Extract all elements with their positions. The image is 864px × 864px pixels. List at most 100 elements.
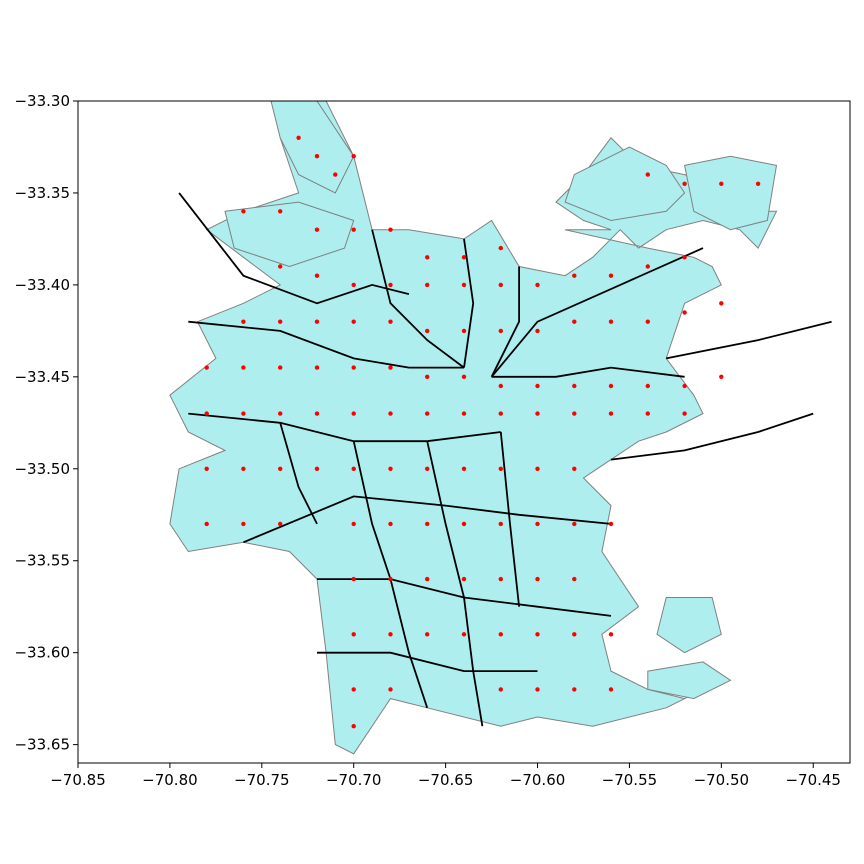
centroid-point xyxy=(535,521,540,527)
centroid-point xyxy=(682,383,687,389)
centroid-point xyxy=(572,319,577,324)
centroid-point xyxy=(572,521,577,527)
district-boundary-line xyxy=(371,229,465,369)
centroid-point xyxy=(682,411,687,416)
zone-polygon xyxy=(684,155,778,231)
centroid-point xyxy=(498,466,503,471)
centroid-point xyxy=(388,687,393,692)
centroid-point xyxy=(645,319,650,324)
centroid-point xyxy=(425,328,430,334)
district-boundary-line xyxy=(499,431,520,607)
urban-area-polygon xyxy=(169,101,778,755)
centroid-point xyxy=(498,282,503,288)
centroid-point xyxy=(388,411,393,416)
centroid-point xyxy=(498,521,503,527)
centroid-point xyxy=(498,632,503,637)
centroid-point xyxy=(572,632,577,637)
centroid-point xyxy=(425,255,430,260)
centroid-point xyxy=(314,466,320,471)
centroid-point xyxy=(498,411,503,416)
centroid-point xyxy=(351,319,356,324)
centroid-point xyxy=(572,576,577,582)
centroid-point xyxy=(755,181,761,186)
centroid-point xyxy=(388,576,393,582)
centroid-point xyxy=(645,411,650,416)
centroid-point xyxy=(425,374,430,379)
centroid-point xyxy=(296,135,301,140)
centroid-point xyxy=(498,687,503,692)
centroid-point xyxy=(388,282,393,288)
centroid-point xyxy=(535,632,540,637)
centroid-point xyxy=(314,319,320,324)
centroid-point xyxy=(572,687,577,692)
district-boundary-line xyxy=(666,320,832,360)
x-tick-label: −70.50 xyxy=(694,771,750,789)
centroid-point xyxy=(388,319,393,324)
x-tick-label: −70.45 xyxy=(785,771,841,789)
centroid-point xyxy=(461,411,467,416)
centroid-point xyxy=(425,521,430,527)
x-tick-label: −70.55 xyxy=(602,771,658,789)
centroid-point xyxy=(535,282,540,288)
centroid-point xyxy=(572,411,577,416)
centroid-point xyxy=(351,365,356,370)
y-tick-label: −33.60 xyxy=(14,644,70,662)
centroid-point xyxy=(425,632,430,637)
centroid-point xyxy=(535,328,540,334)
district-boundary-line xyxy=(490,247,704,378)
centroid-point xyxy=(241,466,246,471)
map-plot-area xyxy=(169,101,832,755)
district-boundary-line xyxy=(610,412,814,461)
centroid-point xyxy=(388,365,393,370)
centroid-point xyxy=(645,383,650,389)
y-tick-label: −33.45 xyxy=(14,368,70,386)
centroid-point xyxy=(351,466,356,471)
centroid-point xyxy=(535,411,540,416)
y-tick-label: −33.35 xyxy=(14,184,70,202)
centroid-point xyxy=(425,282,430,288)
centroid-point xyxy=(719,181,724,186)
district-boundary-line xyxy=(352,441,392,580)
centroid-point xyxy=(388,227,393,232)
centroid-point xyxy=(278,521,283,527)
centroid-point xyxy=(241,521,246,527)
axes-frame xyxy=(77,100,851,764)
centroid-point xyxy=(682,181,687,186)
x-tick-label: −70.65 xyxy=(418,771,474,789)
centroid-point xyxy=(608,273,614,278)
centroid-point xyxy=(351,154,356,159)
centroid-point xyxy=(351,576,356,582)
district-boundary-line xyxy=(491,366,685,378)
centroid-point xyxy=(241,209,246,214)
y-tick-label: −33.65 xyxy=(14,736,70,754)
centroid-point xyxy=(608,383,614,389)
x-axis: −70.85 −70.80 −70.75 −70.70 −70.65 −70.60 −70.… xyxy=(50,763,841,789)
centroid-point xyxy=(278,264,283,269)
zones-layer xyxy=(169,101,778,755)
district-boundary-line xyxy=(188,320,464,369)
centroid-point xyxy=(461,632,467,637)
district-boundary-line xyxy=(317,651,538,672)
centroid-point xyxy=(388,632,393,637)
centroid-point xyxy=(682,310,687,315)
centroid-point xyxy=(204,411,209,416)
centroid-point xyxy=(461,374,467,379)
centroid-point xyxy=(608,319,614,324)
centroid-point xyxy=(204,466,209,471)
centroid-point xyxy=(608,411,614,416)
centroid-point xyxy=(314,154,320,159)
centroid-point xyxy=(204,365,209,370)
zone-polygon xyxy=(270,101,355,194)
centroid-point xyxy=(682,255,687,260)
centroid-point xyxy=(498,328,503,334)
centroid-point xyxy=(314,273,320,278)
district-boundary-line xyxy=(389,578,429,709)
centroid-point xyxy=(535,576,540,582)
centroid-point xyxy=(204,521,209,527)
y-axis: −33.30 −33.35 −33.40 −33.45 −33.50 −33.55 −33.… xyxy=(14,92,78,754)
centroid-point xyxy=(425,576,430,582)
centroid-point xyxy=(572,466,577,471)
district-boundary-line xyxy=(463,238,475,368)
zone-polygon xyxy=(224,201,355,268)
